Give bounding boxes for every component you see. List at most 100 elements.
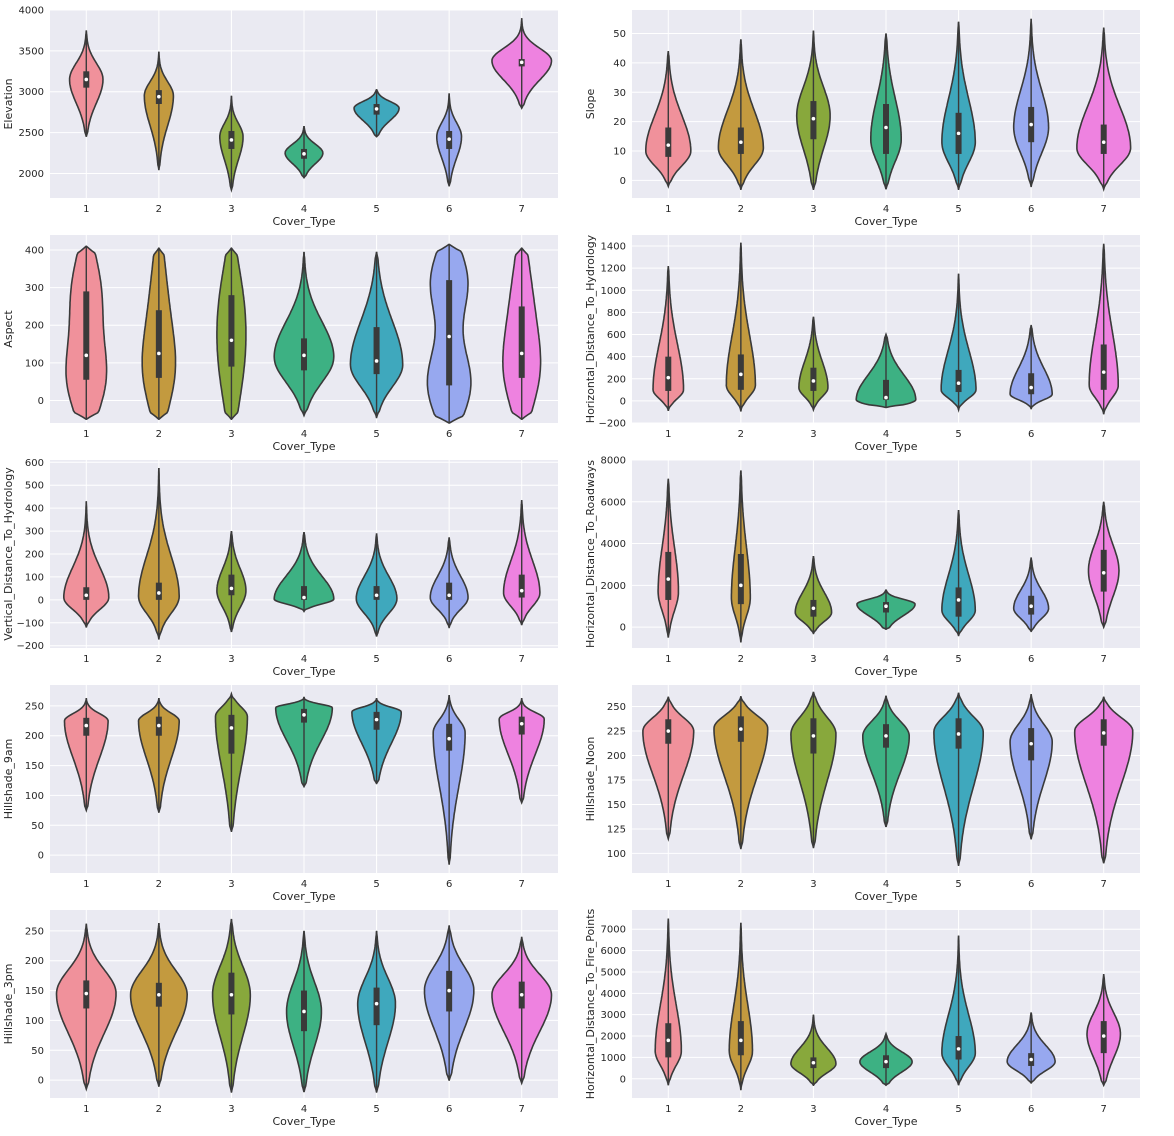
iqr-box-3	[228, 295, 235, 367]
x-tick-label: 7	[519, 429, 525, 440]
x-tick-label: 5	[373, 204, 379, 215]
iqr-box-2	[155, 310, 162, 378]
median-point-5	[956, 381, 961, 385]
median-point-3	[229, 992, 234, 997]
median-point-3	[229, 138, 234, 142]
x-tick-label: 3	[810, 204, 816, 215]
median-point-7	[1101, 731, 1106, 735]
y-tick-label: 100	[25, 791, 44, 802]
median-point-7	[519, 588, 524, 593]
iqr-box-1	[665, 551, 672, 600]
median-point-3	[811, 734, 816, 738]
x-tick-label: 6	[1028, 654, 1034, 665]
median-point-4	[884, 125, 888, 130]
y-axis-label: Aspect	[2, 310, 15, 348]
y-tick-label: 150	[25, 986, 44, 997]
median-point-1	[666, 375, 671, 380]
y-tick-label: 10	[613, 147, 626, 158]
y-tick-label: 250	[25, 926, 44, 937]
x-tick-label: 1	[83, 879, 89, 890]
x-axis-label: Cover_Type	[855, 890, 918, 903]
median-point-2	[739, 140, 743, 144]
iqr-box-4	[301, 586, 307, 600]
x-tick-label: 3	[228, 1104, 234, 1115]
median-point-1	[666, 1038, 671, 1043]
x-tick-label: 2	[738, 654, 744, 665]
x-axis-label: Cover_Type	[273, 215, 336, 228]
x-tick-label: 6	[446, 654, 452, 665]
y-axis-label: Horizontal_Distance_To_Roadways	[584, 460, 597, 648]
median-point-4	[302, 353, 306, 358]
y-tick-label: 600	[25, 458, 44, 469]
y-tick-label: 0	[38, 1076, 44, 1087]
y-tick-label: 1000	[601, 286, 626, 297]
iqr-box-7	[1100, 549, 1107, 592]
y-tick-label: 400	[25, 246, 44, 257]
x-tick-label: 4	[883, 204, 889, 215]
median-point-2	[157, 992, 161, 997]
x-tick-label: 6	[1028, 429, 1034, 440]
y-tick-label: 400	[607, 352, 626, 363]
x-tick-label: 4	[301, 429, 307, 440]
y-tick-label: 0	[38, 851, 44, 862]
y-tick-label: 150	[607, 800, 626, 811]
y-tick-label: 100	[607, 849, 626, 860]
y-tick-label: 125	[607, 824, 626, 835]
x-tick-label: 3	[228, 429, 234, 440]
median-point-6	[1029, 604, 1033, 609]
iqr-box-4	[883, 379, 889, 400]
y-axis-label: Horizontal_Distance_To_Fire_Points	[584, 908, 597, 1099]
median-point-6	[447, 988, 451, 993]
x-tick-label: 7	[519, 204, 525, 215]
x-tick-label: 6	[1028, 1104, 1034, 1115]
median-point-6	[447, 334, 451, 339]
y-tick-label: 300	[25, 283, 44, 294]
median-point-2	[157, 351, 161, 356]
y-tick-label: 2000	[19, 169, 44, 180]
x-tick-label: 7	[1101, 654, 1107, 665]
x-tick-label: 5	[373, 879, 379, 890]
median-point-2	[157, 94, 161, 99]
median-point-3	[229, 726, 234, 730]
median-point-1	[84, 723, 89, 728]
y-axis-label: Hillshade_9am	[2, 739, 15, 820]
y-tick-label: 3500	[19, 46, 44, 57]
iqr-box-7	[1100, 124, 1107, 154]
median-point-4	[884, 604, 888, 609]
median-point-1	[666, 143, 671, 147]
y-tick-label: 20	[613, 117, 626, 128]
x-tick-label: 5	[373, 429, 379, 440]
x-tick-label: 4	[883, 429, 889, 440]
y-tick-label: 175	[607, 775, 626, 786]
x-tick-label: 1	[83, 1104, 89, 1115]
x-tick-label: 1	[83, 654, 89, 665]
median-point-2	[157, 723, 161, 728]
subplot-7: 0 50 100 150 200 250 1 2 3 4 5 6 7 Cover_Type Hillshad…	[2, 685, 558, 903]
y-tick-label: 200	[25, 956, 44, 967]
median-point-4	[884, 395, 888, 400]
median-point-2	[739, 372, 743, 377]
x-tick-label: 7	[519, 654, 525, 665]
x-tick-label: 3	[810, 879, 816, 890]
y-tick-label: 1000	[601, 1053, 626, 1064]
median-point-1	[84, 353, 89, 358]
x-tick-label: 2	[738, 204, 744, 215]
median-point-6	[447, 137, 451, 141]
median-point-5	[956, 1047, 961, 1051]
x-tick-label: 2	[156, 654, 162, 665]
y-tick-label: 6000	[601, 497, 626, 508]
median-point-4	[302, 152, 306, 156]
x-tick-label: 5	[955, 1104, 961, 1115]
median-point-7	[519, 351, 524, 356]
subplot-8: 100 125 150 175 200 225 250 1 2 3 4 5 6 7 Cover_Type Hi…	[584, 685, 1140, 903]
x-tick-label: 5	[373, 1104, 379, 1115]
x-tick-label: 6	[446, 204, 452, 215]
x-axis-label: Cover_Type	[273, 665, 336, 678]
x-tick-label: 1	[665, 879, 671, 890]
median-point-2	[157, 591, 161, 595]
y-tick-label: 30	[613, 88, 626, 99]
y-tick-label: 2000	[601, 1032, 626, 1043]
x-axis-label: Cover_Type	[273, 1115, 336, 1128]
y-tick-label: 225	[607, 727, 626, 738]
median-point-3	[811, 1060, 816, 1065]
